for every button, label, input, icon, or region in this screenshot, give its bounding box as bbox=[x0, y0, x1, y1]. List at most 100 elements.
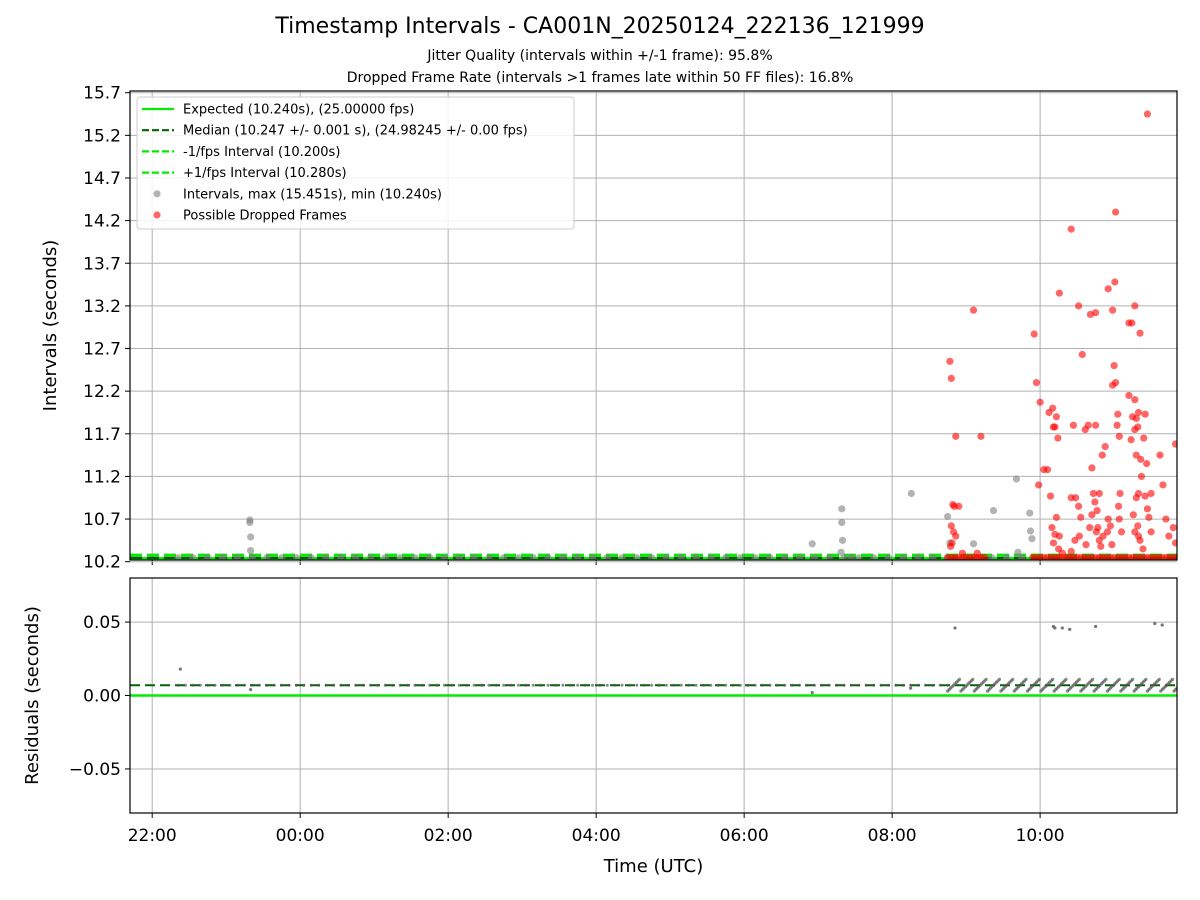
interval-point bbox=[722, 554, 730, 560]
interval-point bbox=[692, 554, 700, 560]
residual-point bbox=[1091, 677, 1095, 681]
residual-point bbox=[176, 683, 180, 687]
interval-point bbox=[677, 554, 685, 560]
interval-point bbox=[838, 505, 846, 513]
dropped-frame-point bbox=[1114, 502, 1123, 510]
dropped-frame-point bbox=[1054, 434, 1062, 442]
residual-point bbox=[1104, 677, 1108, 681]
residual-point bbox=[798, 683, 802, 687]
dropped-frame-point bbox=[1116, 489, 1124, 498]
residual-point bbox=[494, 683, 498, 687]
residual-point bbox=[953, 626, 957, 630]
residual-point bbox=[516, 683, 520, 687]
interval-point bbox=[988, 554, 996, 560]
interval-point bbox=[825, 554, 833, 560]
interval-point bbox=[969, 540, 978, 548]
interval-point bbox=[218, 554, 227, 560]
dropped-frame-point bbox=[1051, 423, 1059, 431]
dropped-frame-point bbox=[977, 432, 985, 440]
dropped-frame-point bbox=[1067, 547, 1075, 556]
residual-point bbox=[576, 683, 580, 687]
residual-point bbox=[746, 683, 750, 687]
dropped-frame-point bbox=[1147, 489, 1155, 498]
intervals-y-tick-label: 12.2 bbox=[83, 382, 121, 402]
residual-point bbox=[1077, 677, 1081, 681]
dropped-frame-point bbox=[1169, 523, 1177, 532]
intervals-y-tick-label: 15.7 bbox=[83, 84, 121, 104]
residual-point bbox=[1051, 677, 1055, 681]
dropped-frame-point bbox=[1110, 361, 1118, 370]
dropped-frame-point bbox=[1145, 513, 1153, 521]
interval-point bbox=[796, 554, 804, 560]
residual-point bbox=[405, 683, 409, 687]
dropped-frame-point bbox=[1117, 528, 1126, 536]
residuals-x-tick-label: 04:00 bbox=[572, 826, 621, 846]
residual-point bbox=[1060, 626, 1064, 630]
residual-point bbox=[213, 683, 217, 687]
residual-point bbox=[568, 683, 572, 687]
residual-point bbox=[1024, 677, 1028, 681]
residual-point bbox=[984, 677, 988, 681]
residual-point bbox=[783, 683, 787, 687]
residual-point bbox=[1037, 677, 1041, 681]
dropped-frame-point bbox=[955, 502, 963, 510]
residuals-y-tick-label: −0.05 bbox=[69, 760, 121, 780]
intervals-y-axis-label: Intervals (seconds) bbox=[40, 240, 61, 412]
dropped-frame-point bbox=[1077, 513, 1085, 521]
interval-point bbox=[485, 554, 493, 560]
interval-point bbox=[781, 554, 789, 560]
residuals-x-tick-label: 00:00 bbox=[276, 826, 325, 846]
dropped-frame-point bbox=[1141, 410, 1149, 418]
dropped-frame-point bbox=[1140, 434, 1148, 442]
residual-point bbox=[302, 683, 306, 687]
intervals-axes-frame bbox=[129, 90, 1178, 561]
dropped-frame-point bbox=[1134, 408, 1143, 417]
residual-point bbox=[650, 683, 654, 687]
residual-point bbox=[1157, 677, 1161, 681]
interval-point bbox=[366, 554, 375, 560]
residual-point bbox=[428, 683, 432, 687]
dropped-frame-point bbox=[1088, 464, 1096, 472]
residuals-x-tick-label: 06:00 bbox=[720, 826, 769, 846]
residual-point bbox=[805, 683, 809, 687]
interval-point bbox=[246, 518, 254, 527]
interval-point bbox=[500, 554, 508, 560]
residual-point bbox=[479, 683, 483, 687]
residual-point bbox=[191, 683, 195, 687]
interval-point bbox=[247, 547, 255, 555]
residual-point bbox=[546, 683, 550, 687]
residual-point bbox=[435, 683, 439, 687]
interval-point bbox=[247, 533, 255, 541]
dropped-frame-point bbox=[949, 500, 957, 509]
interval-point bbox=[648, 554, 656, 560]
dropped-frame-point bbox=[1101, 442, 1109, 451]
dropped-frame-point bbox=[1132, 494, 1140, 502]
legend-expected-label: Expected (10.240s), (25.00000 fps) bbox=[183, 103, 414, 118]
dropped-frame-point bbox=[1078, 350, 1086, 359]
intervals-y-tick-label: 14.2 bbox=[83, 212, 121, 232]
dropped-frame-point bbox=[947, 522, 955, 530]
dropped-frame-point bbox=[1127, 436, 1135, 444]
dropped-frame-point bbox=[1104, 515, 1112, 523]
legend-box bbox=[136, 96, 575, 230]
chart-title: Timestamp Intervals - CA001N_20250124_22… bbox=[275, 14, 925, 39]
intervals-y-tick-label: 13.2 bbox=[83, 297, 121, 317]
residual-point bbox=[361, 683, 365, 687]
dropped-frame-point bbox=[1055, 532, 1063, 540]
dropped-frame-point bbox=[1128, 319, 1136, 327]
residual-point bbox=[724, 683, 728, 687]
intervals-y-tick-label: 12.7 bbox=[83, 340, 121, 360]
dropped-frame-point bbox=[1049, 539, 1058, 547]
residual-point bbox=[687, 683, 691, 687]
intervals-y-tick-label: 13.7 bbox=[83, 254, 121, 274]
interval-point bbox=[847, 553, 856, 560]
dropped-frame-point bbox=[1108, 541, 1116, 549]
residual-point bbox=[901, 683, 905, 687]
residual-point bbox=[672, 683, 676, 687]
residual-point bbox=[1011, 677, 1015, 681]
dropped-frame-point bbox=[1143, 460, 1151, 468]
interval-point bbox=[352, 554, 360, 560]
dropped-frame-point bbox=[1032, 379, 1041, 387]
dropped-frame-point bbox=[1074, 302, 1083, 310]
dropped-frame-point bbox=[1111, 208, 1120, 216]
